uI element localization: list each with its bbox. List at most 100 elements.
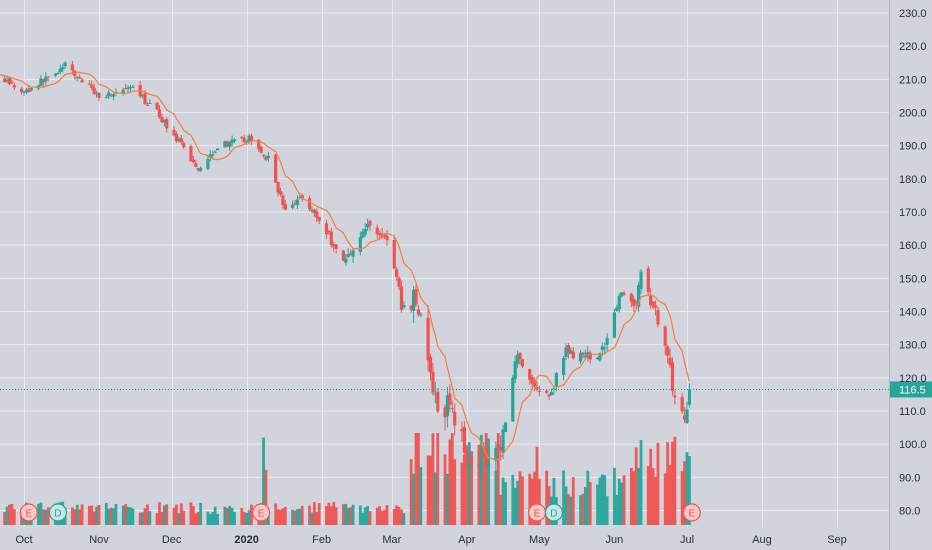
candle-body xyxy=(462,427,466,453)
candle-body xyxy=(22,91,26,93)
event-marker-circle xyxy=(544,503,564,522)
volume-bar xyxy=(242,511,246,525)
candle-body xyxy=(518,352,522,360)
candle-body xyxy=(528,369,532,380)
volume-bar xyxy=(654,476,657,525)
volume-bar xyxy=(87,505,91,525)
candle-body xyxy=(276,182,280,193)
dividend-marker[interactable]: D xyxy=(544,503,564,522)
volume-bar xyxy=(240,507,244,525)
volume-bar xyxy=(124,504,128,525)
candle-body xyxy=(274,154,278,183)
candle-body xyxy=(90,84,94,88)
volume-bar xyxy=(141,512,144,525)
price-tick-label: 180.0 xyxy=(899,174,927,186)
volume-bar xyxy=(41,509,45,525)
volume-bar xyxy=(605,496,609,525)
volume-bar xyxy=(148,511,152,525)
volume-bar xyxy=(44,509,48,525)
candle-body xyxy=(605,337,609,345)
candle-body xyxy=(240,137,244,139)
candle-body xyxy=(191,159,195,163)
volume-bar xyxy=(230,507,234,525)
candle-body xyxy=(615,307,619,312)
volume-bar xyxy=(453,459,457,525)
candle-body xyxy=(312,209,316,213)
candle-body xyxy=(327,230,331,233)
candle-body xyxy=(199,167,203,171)
volume-bar xyxy=(346,507,350,525)
candle-body xyxy=(578,352,583,362)
volume-bar xyxy=(571,477,575,525)
volume-bar xyxy=(8,504,11,525)
volume-bar xyxy=(521,476,524,525)
candle-body xyxy=(409,305,413,310)
candle-body xyxy=(174,133,179,142)
candle-body xyxy=(436,391,440,412)
candle-body xyxy=(94,93,99,95)
volume-bar xyxy=(262,437,265,525)
price-tick-label: 220.0 xyxy=(899,41,927,53)
price-axis[interactable]: 80.0 90.0 100.0 110.0 120.0 130.0 140.0 150.0 16… xyxy=(889,0,927,550)
candle-body xyxy=(632,298,636,306)
volume-bar xyxy=(414,433,418,525)
volume-bar xyxy=(402,513,406,525)
price-tick-label: 200.0 xyxy=(899,108,927,120)
candle-body xyxy=(247,135,251,143)
candle-body xyxy=(629,293,633,302)
volume-bar xyxy=(613,467,616,525)
candle-body xyxy=(445,395,450,417)
candle-body xyxy=(511,377,515,422)
candle-body xyxy=(128,86,133,89)
candle-body xyxy=(622,292,626,295)
candle-body xyxy=(680,396,684,412)
volume-bar xyxy=(596,484,599,525)
candle-body xyxy=(329,231,333,245)
volume-bar xyxy=(12,509,16,525)
volume-bar xyxy=(395,505,399,525)
price-tick-label: 190.0 xyxy=(899,141,927,153)
candle-body xyxy=(663,326,667,346)
volume-bar xyxy=(450,433,454,525)
candle-body xyxy=(520,359,525,367)
candle-body xyxy=(208,154,212,158)
candle-body xyxy=(189,146,193,162)
volume-bar xyxy=(216,513,219,525)
time-tick-label: Sep xyxy=(827,534,847,546)
candle-body xyxy=(56,73,60,75)
volume-bar xyxy=(380,511,384,525)
candle-body xyxy=(431,371,435,393)
candle-body xyxy=(160,116,164,123)
event-marker-label: E xyxy=(258,508,265,519)
volume-bar xyxy=(129,507,132,525)
earnings-marker[interactable]: E xyxy=(682,503,701,522)
earnings-marker[interactable]: E xyxy=(19,503,38,522)
time-axis[interactable]: Oct Nov Dec 2020 Feb Mar Apr May Jun Jul Aug Sep xyxy=(15,534,846,546)
time-tick-label: Jun xyxy=(606,534,624,546)
candle-body xyxy=(535,387,539,390)
candle-body xyxy=(5,79,9,81)
dividend-marker[interactable]: D xyxy=(48,503,68,522)
candle-body xyxy=(310,209,314,212)
candle-body xyxy=(131,86,135,88)
candle-body xyxy=(484,450,488,465)
moving-average-line xyxy=(0,71,690,461)
volume-bar xyxy=(639,440,643,525)
volume-bar xyxy=(332,502,336,525)
earnings-marker[interactable]: E xyxy=(527,503,547,522)
earnings-marker[interactable]: E xyxy=(252,503,271,522)
candle-body xyxy=(104,97,108,99)
candle-body xyxy=(395,269,399,278)
volume-bar xyxy=(600,474,604,525)
volume-bar xyxy=(182,510,186,525)
volume-bar xyxy=(104,503,108,525)
candle-body xyxy=(687,389,692,405)
candle-body xyxy=(124,87,128,89)
price-tick-label: 150.0 xyxy=(899,273,927,285)
candle-body xyxy=(470,460,474,463)
candle-body xyxy=(257,139,261,149)
volume-bar xyxy=(368,511,372,525)
